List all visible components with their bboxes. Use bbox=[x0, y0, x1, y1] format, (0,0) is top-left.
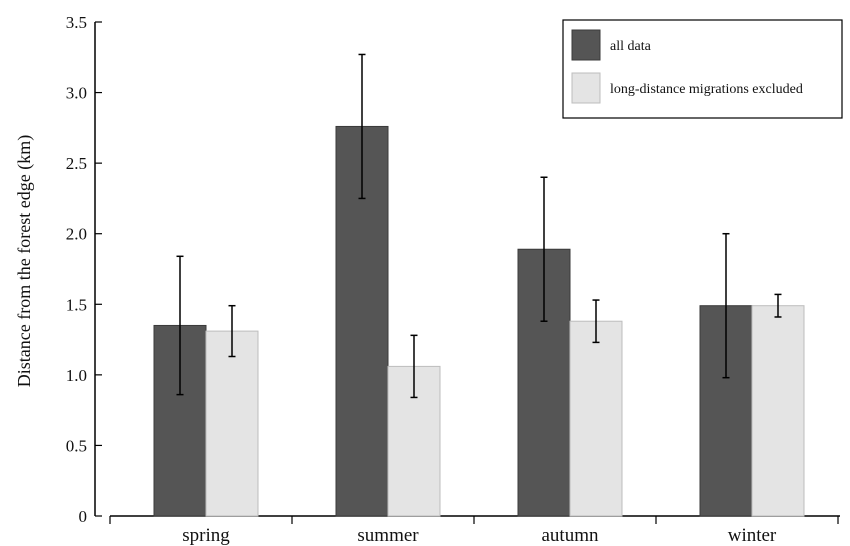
legend-swatch bbox=[571, 72, 601, 104]
y-tick-label: 2.0 bbox=[66, 225, 87, 244]
axes: 0 0.5 1.0 1.5 2.0 2.5 3.0 3.5 spring summer autumn… bbox=[66, 13, 840, 546]
y-tick-label: 3.0 bbox=[66, 84, 87, 103]
bar-long-distance-migrations-excluded-winter bbox=[751, 305, 805, 517]
legend-label: all data bbox=[610, 39, 652, 54]
y-tick-label: 2.5 bbox=[66, 154, 87, 173]
bar-long-distance-migrations-excluded-autumn bbox=[569, 320, 623, 517]
y-axis-title: Distance from the forest edge (km) bbox=[14, 135, 35, 387]
legend-swatch bbox=[571, 29, 601, 61]
y-tick-label: 1.0 bbox=[66, 366, 87, 385]
x-tick-label: winter bbox=[728, 525, 777, 546]
x-tick-label: autumn bbox=[542, 525, 599, 546]
y-tick-label: 3.5 bbox=[66, 13, 87, 32]
bars bbox=[153, 125, 805, 517]
legend-box bbox=[562, 19, 843, 119]
y-tick-label: 0 bbox=[79, 507, 88, 526]
legend: all data long-distance migrations exclude… bbox=[562, 19, 843, 119]
x-tick-label: summer bbox=[357, 525, 419, 546]
bar-long-distance-migrations-excluded-spring bbox=[205, 330, 259, 517]
error-bars bbox=[176, 53, 782, 399]
y-tick-label: 0.5 bbox=[66, 436, 87, 455]
legend-label: long-distance migrations excluded bbox=[610, 82, 803, 97]
y-tick-label: 1.5 bbox=[66, 295, 87, 314]
x-tick-label: spring bbox=[182, 525, 230, 546]
